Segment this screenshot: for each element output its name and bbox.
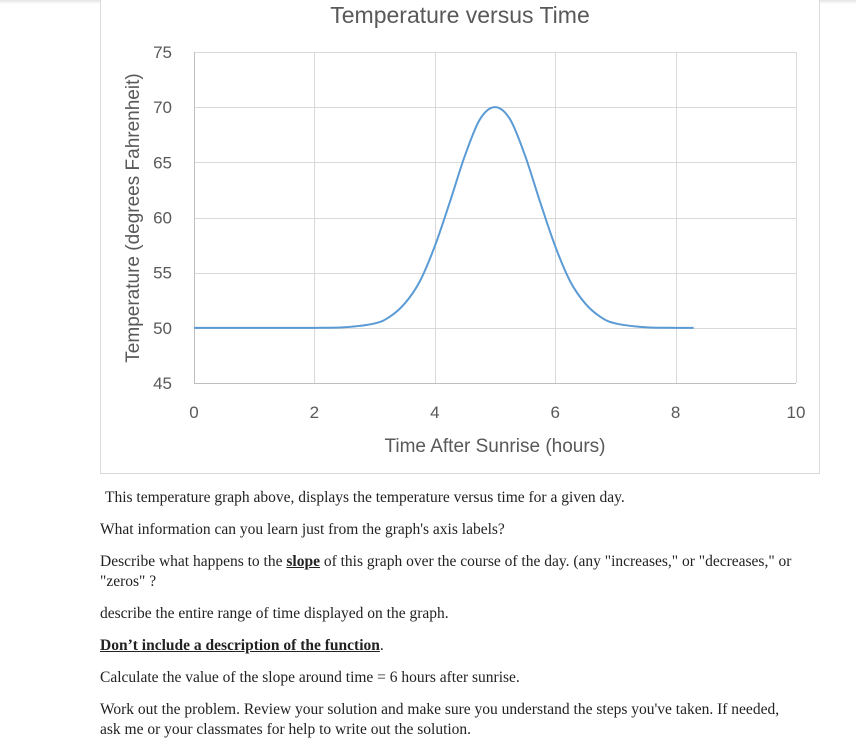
- question-axis-labels: What information can you learn just from…: [100, 521, 505, 538]
- y-tick-label: 70: [153, 98, 172, 117]
- y-tick-label: 55: [153, 264, 172, 283]
- question-slope-suffix: of this graph over the course of the day…: [100, 553, 792, 590]
- y-tick-label: 45: [153, 374, 172, 393]
- temperature-chart: 45 50 55 60 65 70 75 0 2 4 6 8 10 Temperature versus…: [123, 2, 805, 457]
- slope-keyword: slope: [286, 553, 320, 570]
- chart-gridlines: [194, 52, 797, 384]
- y-tick-label: 75: [153, 43, 172, 62]
- x-tick-label: 0: [189, 403, 198, 422]
- series-line-temperature: [194, 106, 694, 329]
- chart-title: Temperature versus Time: [330, 2, 589, 28]
- y-tick-label: 50: [153, 319, 172, 338]
- y-tick-label: 65: [153, 153, 172, 172]
- question-time-range: describe the entire range of time displa…: [100, 605, 449, 622]
- x-tick-label: 8: [671, 403, 680, 422]
- question-text-block: This temperature graph above, displays t…: [100, 488, 800, 752]
- question-slope-at-6: Calculate the value of the slope around …: [100, 669, 520, 686]
- x-tick-label: 10: [787, 403, 806, 422]
- chart-tick-labels: 45 50 55 60 65 70 75 0 2 4 6 8 10: [153, 43, 805, 422]
- instruction-no-function: Don’t include a description of the funct…: [100, 636, 800, 656]
- chart-frame: 45 50 55 60 65 70 75 0 2 4 6 8 10 Temperature versus…: [100, 0, 820, 474]
- x-tick-label: 6: [550, 403, 559, 422]
- y-axis-title: Temperature (degrees Fahrenheit): [123, 73, 144, 362]
- x-tick-label: 2: [310, 403, 319, 422]
- x-axis-title: Time After Sunrise (hours): [384, 436, 605, 457]
- instruction-work-out: Work out the problem. Review your soluti…: [100, 701, 780, 738]
- question-slope: Describe what happens to the slope of th…: [100, 552, 800, 592]
- x-tick-label: 4: [430, 403, 439, 422]
- chart-series: [194, 106, 694, 329]
- instruction-period: .: [379, 637, 384, 654]
- y-tick-label: 60: [153, 209, 172, 228]
- instruction-no-function-bold: Don’t include a description of the funct…: [100, 637, 380, 654]
- intro-paragraph: This temperature graph above, displays t…: [105, 489, 625, 506]
- question-slope-prefix: Describe what happens to the: [100, 553, 287, 570]
